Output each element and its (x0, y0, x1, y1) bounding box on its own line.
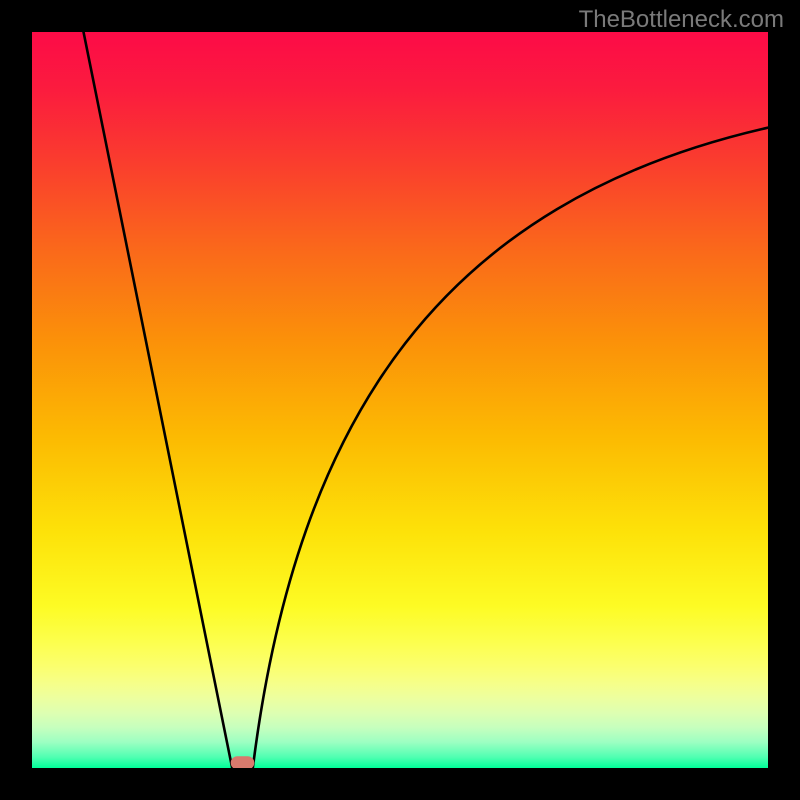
watermark-text: TheBottleneck.com (579, 6, 784, 34)
gradient-background (32, 32, 768, 768)
plot-area (32, 32, 768, 768)
chart-svg (32, 32, 768, 768)
optimum-marker (231, 756, 255, 768)
